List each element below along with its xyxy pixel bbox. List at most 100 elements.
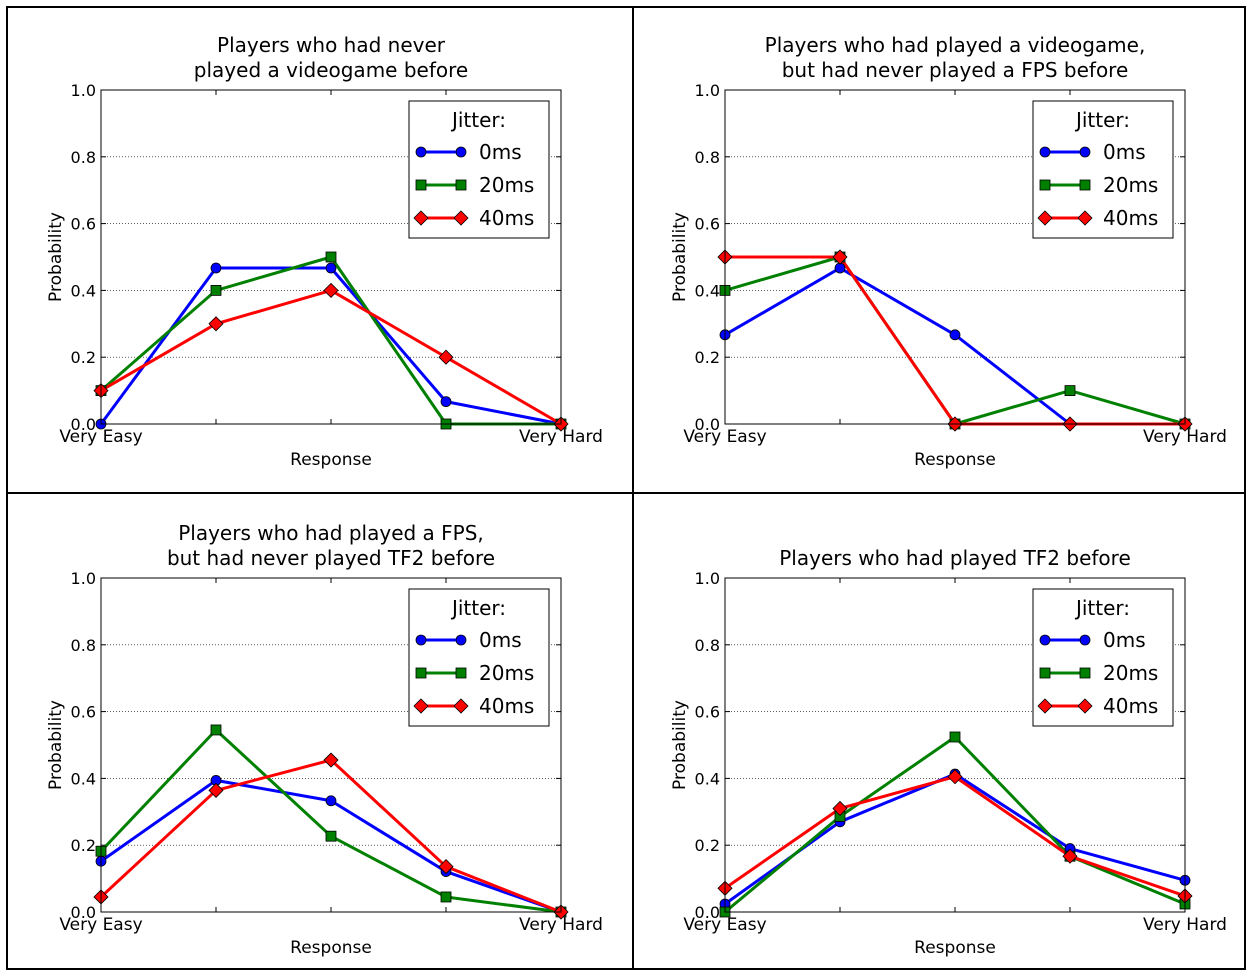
plot-frame bbox=[724, 89, 1186, 425]
x-tick-label: Very Easy bbox=[683, 427, 766, 447]
legend-marker-20ms bbox=[415, 667, 427, 679]
legend-label-0ms: 0ms bbox=[479, 140, 522, 164]
y-axis-label: Probability bbox=[46, 212, 66, 302]
legend-label-20ms: 20ms bbox=[479, 661, 534, 685]
legend-label-0ms: 0ms bbox=[1103, 628, 1146, 652]
data-point-40ms bbox=[208, 316, 224, 332]
legend-marker-20ms bbox=[415, 179, 427, 191]
y-tick-label: 1.0 bbox=[695, 81, 720, 100]
plot-frame bbox=[100, 577, 562, 913]
legend-box bbox=[1032, 588, 1174, 727]
chart-title: but had never played TF2 before bbox=[167, 546, 495, 570]
y-axis-label: Probability bbox=[670, 700, 690, 790]
legend-marker-40ms bbox=[453, 210, 469, 226]
data-point-0ms bbox=[210, 262, 222, 274]
y-tick-label: 0.4 bbox=[71, 281, 96, 300]
legend-label-40ms: 40ms bbox=[479, 206, 534, 230]
data-point-40ms bbox=[438, 859, 454, 875]
data-point-20ms bbox=[325, 830, 337, 842]
legend-title: Jitter: bbox=[1074, 596, 1130, 620]
legend-marker-20ms bbox=[455, 667, 467, 679]
y-tick-label: 0.0 bbox=[71, 903, 96, 922]
legend-marker-40ms bbox=[413, 698, 429, 714]
chart-title: Players who had never bbox=[217, 33, 446, 57]
legend-marker-0ms bbox=[1079, 634, 1091, 646]
y-tick-label: 0.2 bbox=[71, 348, 96, 367]
data-point-20ms bbox=[440, 891, 452, 903]
data-point-0ms bbox=[325, 795, 337, 807]
x-tick-label: Very Hard bbox=[1143, 427, 1227, 447]
legend-marker-0ms bbox=[1039, 146, 1051, 158]
series-line-20ms bbox=[724, 255, 1186, 426]
x-tick-label: Very Hard bbox=[519, 427, 603, 447]
data-point-40ms bbox=[438, 349, 454, 365]
legend-marker-20ms bbox=[455, 179, 467, 191]
legend-title: Jitter: bbox=[450, 108, 506, 132]
legend-label-0ms: 0ms bbox=[479, 628, 522, 652]
legend-marker-20ms bbox=[1079, 667, 1091, 679]
x-tick-label: Very Hard bbox=[1143, 915, 1227, 935]
y-tick-label: 0.6 bbox=[695, 703, 720, 722]
y-tick-label: 0.4 bbox=[695, 281, 720, 300]
chart-title: but had never played a FPS before bbox=[782, 58, 1129, 82]
legend: Jitter: 0ms 20ms 40ms bbox=[408, 100, 550, 239]
data-point-0ms bbox=[440, 396, 452, 408]
y-tick-label: 0.6 bbox=[71, 215, 96, 234]
x-axis-label: Response bbox=[290, 938, 372, 958]
figure-grid bbox=[6, 6, 1246, 970]
y-axis-label: Probability bbox=[670, 212, 690, 302]
legend-marker-0ms bbox=[1039, 634, 1051, 646]
plot-frame bbox=[100, 89, 562, 425]
legend-marker-0ms bbox=[455, 146, 467, 158]
x-tick-label: Very Hard bbox=[519, 915, 603, 935]
legend-marker-0ms bbox=[415, 146, 427, 158]
legend: Jitter: 0ms 20ms 40ms bbox=[408, 588, 550, 727]
legend-box bbox=[1032, 100, 1174, 239]
legend-marker-20ms bbox=[1039, 179, 1051, 191]
data-point-40ms bbox=[832, 249, 848, 265]
series-line-40ms bbox=[725, 255, 1185, 426]
data-point-20ms bbox=[210, 724, 222, 736]
legend-marker-20ms bbox=[1039, 667, 1051, 679]
legend-marker-0ms bbox=[1079, 146, 1091, 158]
chart-title: Players who had played TF2 before bbox=[779, 546, 1131, 570]
y-tick-label: 0.0 bbox=[695, 415, 720, 434]
series-line-20ms bbox=[100, 255, 561, 426]
legend-label-20ms: 20ms bbox=[1103, 661, 1158, 685]
x-tick-label: Very Easy bbox=[59, 915, 142, 935]
chart-title: played a videogame before bbox=[194, 58, 468, 82]
legend-box bbox=[408, 588, 550, 727]
x-axis-label: Response bbox=[914, 938, 996, 958]
y-tick-label: 0.8 bbox=[71, 636, 96, 655]
chart-played-tf2: Players who had played TF2 before 0.0 0.2 0… bbox=[670, 546, 1227, 958]
x-axis-label: Response bbox=[290, 450, 372, 470]
data-point-40ms bbox=[832, 800, 848, 817]
y-tick-label: 0.0 bbox=[71, 415, 96, 434]
x-tick-label: Very Easy bbox=[59, 427, 142, 447]
legend-label-0ms: 0ms bbox=[1103, 140, 1146, 164]
chart-played-fps-no-tf2: Players who had played a FPS,but had nev… bbox=[46, 521, 603, 958]
legend-marker-40ms bbox=[1037, 210, 1053, 226]
series-line-20ms bbox=[724, 735, 1186, 914]
legend-marker-40ms bbox=[1077, 698, 1093, 714]
chart-played-videogame-no-fps: Players who had played a videogame,but h… bbox=[670, 33, 1227, 470]
legend-marker-40ms bbox=[453, 698, 469, 714]
legend-marker-0ms bbox=[415, 634, 427, 646]
legend-title: Jitter: bbox=[450, 596, 506, 620]
chart-title: Players who had played a videogame, bbox=[765, 33, 1146, 57]
y-tick-label: 0.4 bbox=[71, 769, 96, 788]
y-tick-label: 0.2 bbox=[71, 836, 96, 855]
data-point-20ms bbox=[210, 284, 222, 296]
x-axis-label: Response bbox=[914, 450, 996, 470]
legend-label-40ms: 40ms bbox=[479, 694, 534, 718]
series-line-0ms bbox=[724, 266, 1185, 426]
y-tick-label: 1.0 bbox=[71, 569, 96, 588]
y-tick-label: 1.0 bbox=[695, 569, 720, 588]
legend-label-20ms: 20ms bbox=[479, 173, 534, 197]
y-tick-label: 0.0 bbox=[695, 903, 720, 922]
data-point-40ms bbox=[323, 282, 339, 298]
y-tick-label: 0.2 bbox=[695, 348, 720, 367]
legend-marker-40ms bbox=[1037, 698, 1053, 714]
y-tick-label: 0.2 bbox=[695, 836, 720, 855]
